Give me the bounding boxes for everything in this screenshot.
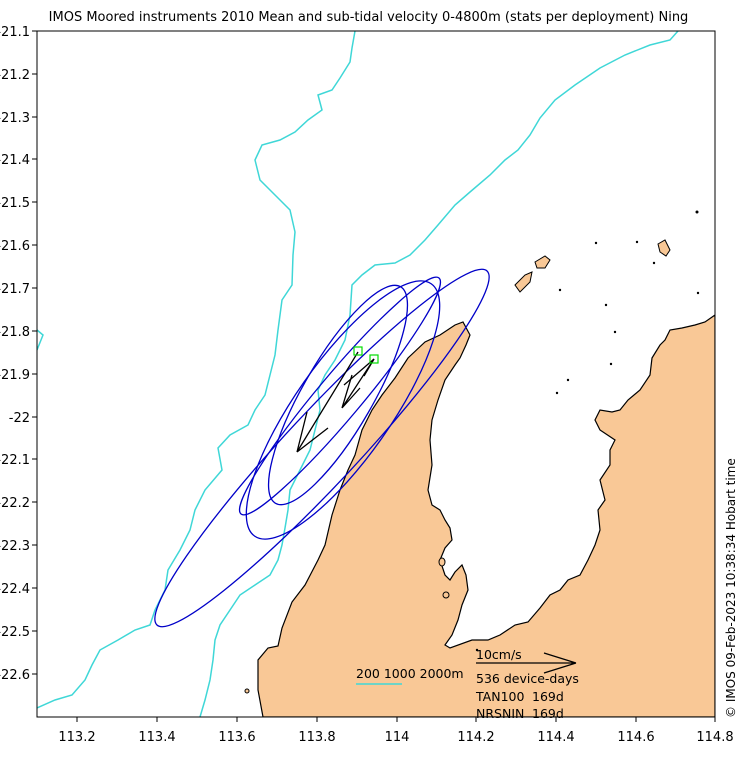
x-tick-label: 114.8: [696, 730, 733, 745]
device-days-label: 536 device-days: [476, 671, 579, 686]
isobath-200m: [37, 31, 356, 709]
y-tick-label: -21.5: [0, 196, 30, 211]
scale-arrow: [476, 652, 577, 674]
y-tick-label: -22.5: [0, 625, 30, 640]
isobath-2000m: [199, 31, 679, 717]
y-tick-label: -22.1: [0, 453, 30, 468]
y-tick-label: -22.3: [0, 539, 30, 554]
x-axis-labels: 113.2 113.4 113.6 113.8 114 114.2 114.4 …: [58, 730, 733, 745]
y-tick-label: -22.2: [0, 496, 30, 511]
x-tick-label: 114.6: [617, 730, 654, 745]
isobaths: [37, 31, 679, 717]
x-tick-label: 114.4: [537, 730, 574, 745]
y-tick-label: -21.2: [0, 68, 30, 83]
ellipse-nrsnin-outer: [245, 280, 441, 540]
mainland: [257, 314, 715, 717]
y-tick-label: -22.4: [0, 582, 30, 597]
x-tick-label: 114: [385, 730, 410, 745]
vector-nrsnin-mean: [343, 358, 375, 386]
y-axis-labels: -21.1 -21.2 -21.3 -21.4 -21.5 -21.6 -21.…: [0, 25, 30, 683]
station-nrsnin-name: NRSNIN: [476, 706, 524, 721]
ellipse-tan100-outer: [154, 268, 490, 628]
isobath-1000m: [37, 329, 44, 351]
vector-tan100: [296, 351, 359, 453]
y-tick-label: -21.8: [0, 325, 30, 340]
velocity-vectors: [296, 351, 375, 453]
y-tick-label: -22.6: [0, 668, 30, 683]
y-tick-label: -21.6: [0, 239, 30, 254]
tick-marks: [32, 30, 716, 722]
ellipse-nrsnin-inner: [267, 284, 409, 506]
land-area: [257, 314, 715, 717]
y-tick-label: -21.1: [0, 25, 30, 40]
y-tick-label: -21.7: [0, 282, 30, 297]
station-tan100-name: TAN100: [475, 689, 524, 704]
islands: [244, 239, 671, 694]
map-title: IMOS Moored instruments 2010 Mean and su…: [48, 10, 689, 25]
legend: 10cm/s 536 device-days TAN100 169d NRSNI…: [356, 647, 579, 721]
scale-label: 10cm/s: [476, 647, 522, 662]
station-nrsnin-days: 169d: [532, 706, 564, 721]
station-tan100-days: 169d: [532, 689, 564, 704]
isobath-label: 200 1000 2000m: [356, 666, 464, 681]
y-tick-label: -21.9: [0, 368, 30, 383]
y-tick-label: -22: [9, 411, 30, 426]
x-tick-label: 113.4: [138, 730, 175, 745]
x-tick-label: 113.2: [58, 730, 95, 745]
x-tick-label: 114.2: [457, 730, 494, 745]
station-markers: [353, 346, 379, 364]
y-tick-label: -21.3: [0, 111, 30, 126]
timestamp: © IMOS 09-Feb-2023 10:38:34 Hobart time: [724, 458, 737, 718]
ellipse-tan100-inner: [238, 276, 442, 516]
marker-nrsnin: [369, 354, 379, 364]
variance-ellipses: [154, 268, 490, 628]
tiny-islets: [475, 210, 700, 652]
y-tick-label: -21.4: [0, 153, 30, 168]
marker-tan100: [353, 346, 363, 356]
x-tick-label: 113.8: [298, 730, 335, 745]
x-tick-label: 113.6: [218, 730, 255, 745]
